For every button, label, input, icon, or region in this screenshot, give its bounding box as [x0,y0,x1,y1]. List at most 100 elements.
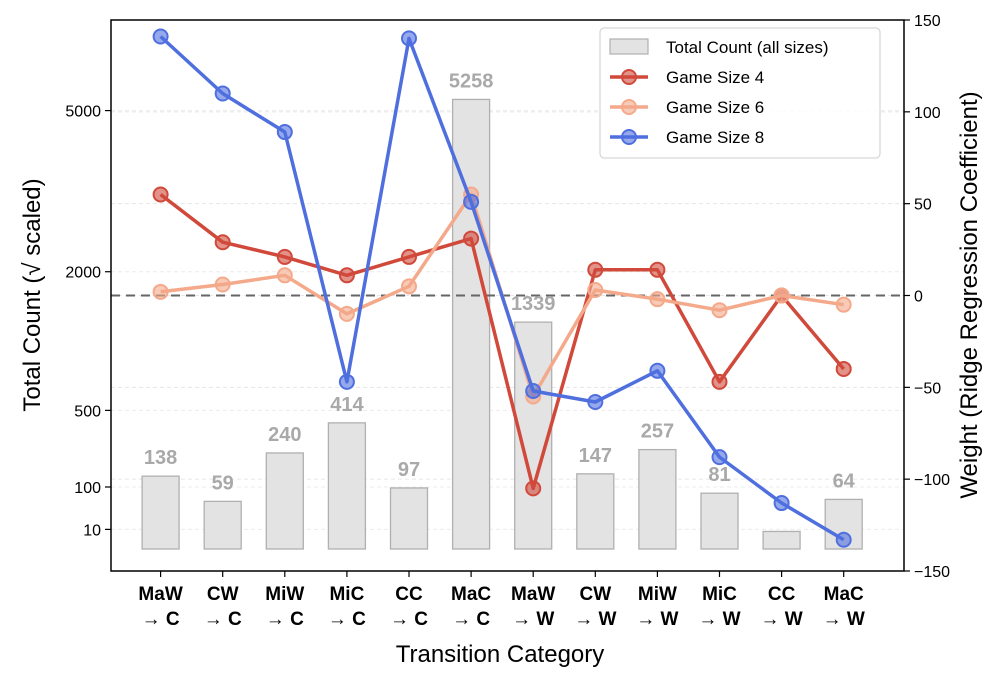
legend-swatch-marker [621,69,637,85]
bar-value-label: 97 [398,459,420,481]
category-label-top: MaW [138,584,182,605]
series-point [773,495,790,512]
category-label-top: MaC [451,584,491,605]
legend-swatch-bars [609,38,649,55]
bar [576,473,615,550]
series-point [587,394,604,411]
legend-box [599,27,881,159]
series-point [214,234,231,251]
series-point [338,267,355,284]
series-point [152,283,169,300]
category-label-top: MiW [265,584,304,605]
series-point [276,124,293,141]
series-point [711,449,728,466]
category-label-bottom: → C [390,609,428,630]
series-point [276,248,293,265]
bar [327,422,367,550]
category-label-bottom: → C [452,609,490,630]
bar-value-label: 257 [641,421,674,443]
series-point [711,373,728,390]
right-tick-label: −50 [914,380,941,397]
bar [451,98,491,550]
series-point [649,261,666,278]
bar-value-label: 240 [268,424,301,446]
category-label-top: MiW [638,584,677,605]
series-point [773,287,790,304]
bar [141,475,180,550]
series-lines [152,28,852,548]
bar-value-label: 138 [144,447,177,469]
category-label-bottom: → C [142,609,180,630]
series-point [214,85,231,102]
bar [203,500,242,550]
category-label-bottom: → W [760,609,802,630]
series-point [152,28,169,45]
grid-lines [111,110,904,530]
left-tick-label: 10 [83,522,101,539]
category-label-top: MaW [511,584,555,605]
bar [265,452,304,550]
right-tick-label: 0 [914,289,923,306]
right-axis-title: Weight (Ridge Regression Coefficient) [956,91,983,498]
bar-value-label: 81 [708,464,730,486]
legend-swatch-marker [621,129,637,145]
series-point [587,281,604,298]
right-tick-label: 150 [914,13,941,30]
category-label-bottom: → W [512,609,554,630]
category-label-top: MiC [702,584,737,605]
series-point [276,267,293,284]
right-tick-label: 50 [914,197,932,214]
series-point [587,261,604,278]
x-axis-title: Transition Category [396,641,605,668]
left-tick-label: 100 [74,480,101,497]
category-label-bottom: → C [204,609,242,630]
category-label-top: MiC [329,584,364,605]
series-point [401,30,417,47]
bar [700,492,739,550]
left-tick-label: 2000 [65,265,101,282]
right-tick-label: 100 [914,105,941,122]
series-point [338,305,355,322]
legend-label-series: Game Size 4 [666,68,764,87]
series-point [463,193,480,210]
legend-label-bars: Total Count (all sizes) [666,38,829,57]
category-label-bottom: → C [328,609,366,630]
series-point [649,291,666,308]
series-point [525,383,542,400]
bar-value-label: 64 [833,470,856,492]
axes: 10 100 500 2000 5000 −150 −100 −50 0 50 100 150 MaW →… [19,13,983,668]
legend-label-series: Game Size 8 [666,128,764,147]
bar [389,487,429,550]
series-point [401,278,417,295]
right-tick-label: −100 [914,472,950,489]
category-label-top: MaC [824,584,864,605]
left-tick-label: 5000 [65,104,101,121]
bar-value-label: 1339 [511,293,556,315]
category-label-top: CC [768,584,796,605]
series-point [152,186,169,203]
category-label-bottom: → W [574,609,616,630]
category-label-bottom: → W [698,609,740,630]
series-line-3 [159,35,845,542]
bar-value-label: 5258 [449,70,494,92]
series-point [835,360,852,377]
category-label-bottom: → C [266,609,304,630]
bar [638,448,677,550]
legend-label-series: Game Size 6 [666,98,764,117]
left-axis-title: Total Count (√ scaled) [19,178,46,411]
series-point [835,531,852,548]
legend-swatch-marker [621,99,637,115]
series-point [463,230,480,247]
bar [762,530,801,550]
series-point [649,362,666,379]
left-tick-label: 500 [74,403,101,420]
series-point [711,302,728,319]
category-label-top: CC [395,584,423,605]
bar-value-label: 147 [579,445,612,467]
category-label-bottom: → W [636,609,678,630]
category-label-top: CW [207,584,239,605]
right-tick-label: −150 [914,564,950,581]
series-point [835,296,852,313]
bars [141,98,863,550]
